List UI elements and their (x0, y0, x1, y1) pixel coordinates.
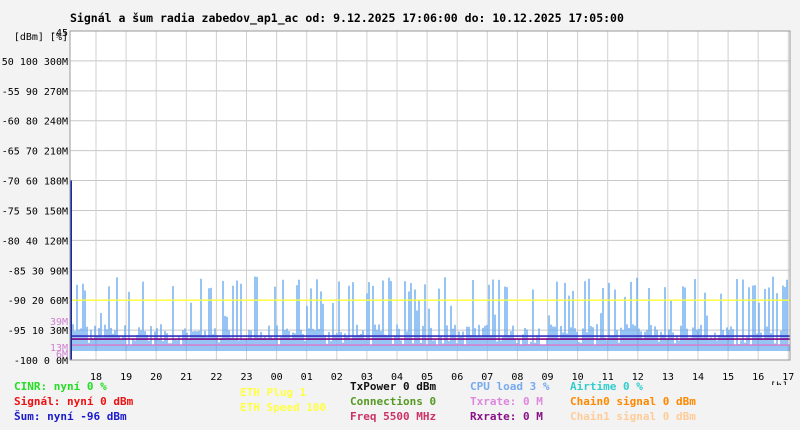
y-tick-label: -95 10 30M (8, 326, 68, 337)
x-tick-label: 16 (752, 372, 764, 383)
y-tick-label: -65 70 210M (2, 147, 68, 158)
legend-item: Chain1 signal 0 dBm (570, 410, 696, 423)
x-tick-label: 11 (602, 372, 614, 383)
x-tick-label: 05 (421, 372, 433, 383)
legend-item: Connections 0 (350, 395, 437, 408)
x-tick-label: 21 (180, 372, 192, 383)
y-tick-label: -80 40 120M (2, 236, 68, 247)
chart-title: Signál a šum radia zabedov_ap1_ac od: 9.… (70, 11, 624, 25)
y-tick-label: -55 90 270M (2, 87, 68, 98)
x-tick-label: 17 (782, 372, 794, 383)
x-tick-label: 00 (271, 372, 283, 383)
y-tick-label: -75 50 150M (2, 206, 68, 217)
x-tick-label: 04 (391, 372, 403, 383)
y-tick-label: -50 100 300M (0, 57, 68, 68)
x-tick-label: 03 (361, 372, 373, 383)
legend-item: CPU load 3 % (470, 380, 550, 393)
y-tick-label: -100 0 0M (14, 356, 68, 367)
plot-border (69, 30, 791, 361)
x-tick-label: 18 (90, 372, 102, 383)
x-tick-label: 13 (662, 372, 674, 383)
marker-label: 39M (50, 317, 68, 328)
legend-item: ETH Speed 100 (240, 401, 327, 414)
y-tick-label: -45 (50, 28, 68, 39)
legend-item: Txrate: 0 M (470, 395, 543, 408)
x-tick-label: 07 (481, 372, 493, 383)
legend-item: CINR: nyní 0 % (14, 380, 107, 393)
legend-item: Freq 5500 MHz (350, 410, 437, 423)
x-tick-label: 08 (511, 372, 523, 383)
x-tick-label: 12 (632, 372, 644, 383)
x-tick-label: 14 (692, 372, 704, 383)
legend-item: ETH Plug 1 (240, 386, 307, 399)
legend-item: Airtime 0 % (570, 380, 643, 393)
y-tick-label: -85 30 90M (8, 266, 68, 277)
x-tick-label: 10 (572, 372, 584, 383)
x-tick-label: 06 (451, 372, 463, 383)
legend-item: TxPower 0 dBm (350, 380, 437, 393)
x-tick-label: 20 (150, 372, 162, 383)
legend-item: Signál: nyní 0 dBm (14, 395, 134, 408)
x-tick-label: 02 (331, 372, 343, 383)
marker-label: 6M (56, 349, 68, 360)
plot-area (70, 31, 790, 360)
x-tick-label: 09 (541, 372, 553, 383)
y-tick-label: -90 20 60M (8, 296, 68, 307)
x-tick-label: 19 (120, 372, 132, 383)
legend-item: Chain0 signal 0 dBm (570, 395, 696, 408)
y-tick-label: -60 80 240M (2, 117, 68, 128)
legend-item: Šum: nyní -96 dBm (14, 410, 127, 423)
chart-svg: -45 -50 100 300M -55 90 270M -60 80 240M -65… (0, 28, 794, 385)
y-units-label: [dBm] [%] (14, 32, 68, 43)
x-tick-label: 15 (722, 372, 734, 383)
x-unit-label: [h] (770, 381, 788, 385)
y-tick-label: -70 60 180M (2, 177, 68, 188)
marker-label: 13M (50, 343, 68, 354)
x-tick-label: 01 (301, 372, 313, 383)
x-tick-label: 23 (240, 372, 252, 383)
x-tick-label: 22 (210, 372, 222, 383)
legend-item: Rxrate: 0 M (470, 410, 543, 423)
